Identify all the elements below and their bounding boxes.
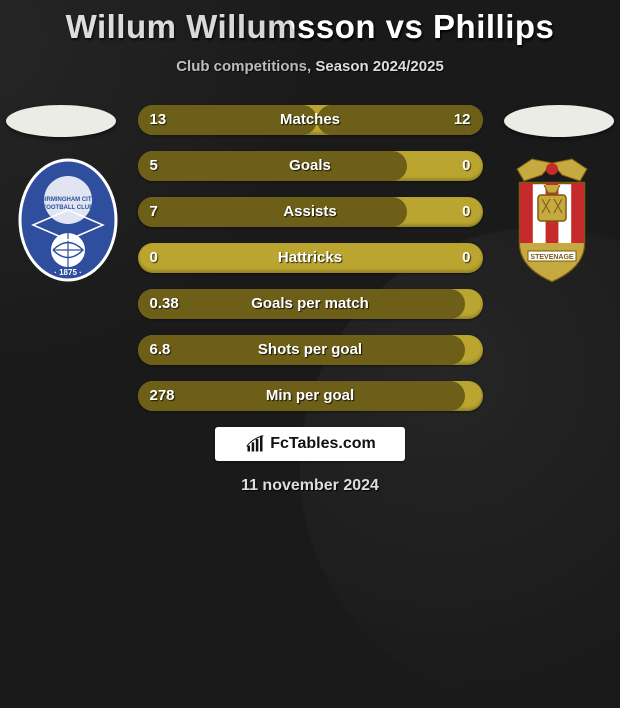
stat-label: Shots per goal xyxy=(138,335,483,365)
stat-row: 278Min per goal xyxy=(138,381,483,411)
fctables-logo: FcTables.com xyxy=(215,427,405,461)
club-crest-right: STEVENAGE xyxy=(502,155,602,285)
stat-row: 00Hattricks xyxy=(138,243,483,273)
stat-label: Goals per match xyxy=(138,289,483,319)
player-right-marker xyxy=(504,105,614,137)
stat-row: 0.38Goals per match xyxy=(138,289,483,319)
stat-row: 50Goals xyxy=(138,151,483,181)
stat-label: Goals xyxy=(138,151,483,181)
stat-row: 70Assists xyxy=(138,197,483,227)
stat-label: Matches xyxy=(138,105,483,135)
stevenage-crest-icon: STEVENAGE xyxy=(502,155,602,285)
svg-text:BIRMINGHAM CITY: BIRMINGHAM CITY xyxy=(41,197,96,203)
stat-row: 6.8Shots per goal xyxy=(138,335,483,365)
date-text: 11 november 2024 xyxy=(0,477,620,495)
stat-label: Assists xyxy=(138,197,483,227)
stat-bars: 1312Matches 50Goals 70Assists 00Hattricks 0.… xyxy=(138,105,483,411)
svg-text:STEVENAGE: STEVENAGE xyxy=(530,254,574,261)
club-crest-left: BIRMINGHAM CITY FOOTBALL CLUB · 1875 · xyxy=(18,155,118,285)
content: BIRMINGHAM CITY FOOTBALL CLUB · 1875 · S… xyxy=(0,105,620,495)
stat-label: Hattricks xyxy=(138,243,483,273)
stat-row: 1312Matches xyxy=(138,105,483,135)
birmingham-city-crest-icon: BIRMINGHAM CITY FOOTBALL CLUB · 1875 · xyxy=(18,155,118,285)
player-left-marker xyxy=(6,105,116,137)
chart-bars-icon xyxy=(244,434,266,454)
logo-text: FcTables.com xyxy=(270,435,376,453)
stat-label: Min per goal xyxy=(138,381,483,411)
svg-text:· 1875 ·: · 1875 · xyxy=(54,268,82,277)
